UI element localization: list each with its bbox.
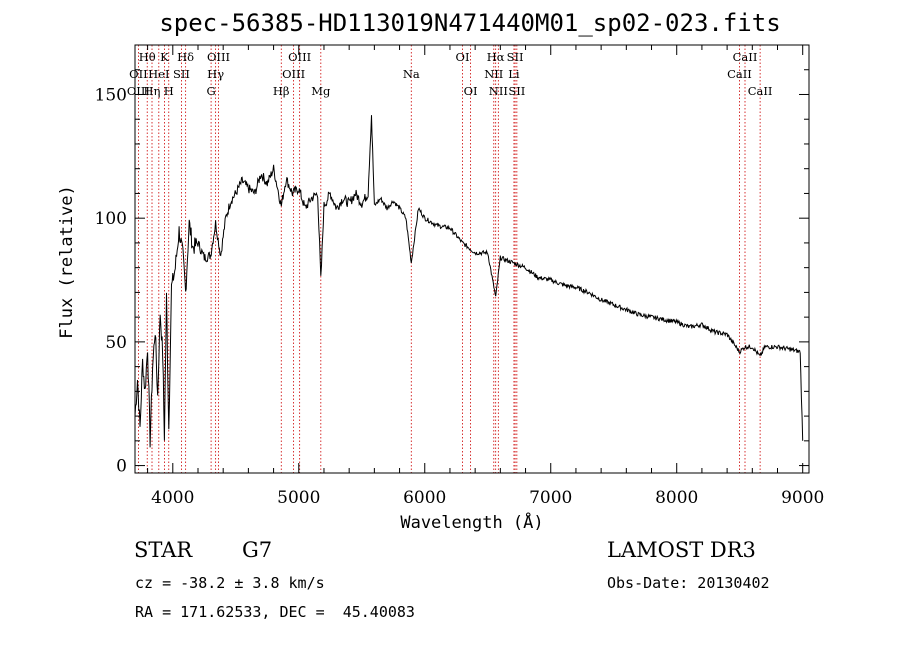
line-label: K <box>160 50 169 64</box>
line-label: H <box>164 84 174 98</box>
line-label: OI <box>464 84 478 98</box>
object-class: STAR <box>134 538 193 562</box>
line-label: CaII <box>733 50 758 64</box>
x-tick-label: 6000 <box>403 488 446 508</box>
y-axis-ticks: 0 50 100 150 <box>95 69 809 477</box>
y-tick-label: 50 <box>105 333 127 353</box>
line-label: CaII <box>727 67 752 81</box>
line-label: OIII <box>288 50 311 64</box>
x-tick-label: 4000 <box>151 488 194 508</box>
y-tick-label: 0 <box>116 457 127 477</box>
spectrum-line <box>134 115 804 448</box>
y-tick-label: 100 <box>95 209 127 229</box>
x-tick-label: 7000 <box>529 488 572 508</box>
y-tick-label: 150 <box>95 85 127 105</box>
x-tick-label: 8000 <box>655 488 698 508</box>
x-tick-label: 5000 <box>277 488 320 508</box>
line-label: Hη <box>144 84 161 98</box>
plot-frame <box>134 44 810 474</box>
line-label: OI <box>456 50 470 64</box>
line-label: NII <box>484 67 503 81</box>
line-label: Na <box>403 67 420 81</box>
line-label: G <box>206 84 215 98</box>
line-label: Hα <box>487 50 505 64</box>
coordinates: RA = 171.62533, DEC = 45.40083 <box>135 603 415 621</box>
line-label: OIII <box>207 50 230 64</box>
object-subclass: G7 <box>242 538 273 562</box>
line-label: Mg <box>311 84 331 98</box>
x-axis-ticks: 4000 5000 6000 7000 8000 9000 <box>147 45 824 508</box>
survey-name: LAMOST DR3 <box>607 538 756 562</box>
obs-date: Obs-Date: 20130402 <box>607 574 770 592</box>
line-label: HeI <box>148 67 169 81</box>
line-label: Hθ <box>139 50 156 64</box>
line-label: Hδ <box>177 50 194 64</box>
line-label: NII <box>489 84 508 98</box>
spectrum-series <box>134 115 804 448</box>
line-label: SII <box>173 67 190 81</box>
y-axis-label: Flux (relative) <box>57 185 77 339</box>
line-label: Hγ <box>207 67 224 81</box>
x-axis-label: Wavelength (Å) <box>400 511 543 533</box>
x-tick-label: 9000 <box>781 488 824 508</box>
line-label: SII <box>507 50 524 64</box>
chart-title: spec-56385-HD113019N471440M01_sp02-023.f… <box>159 9 780 37</box>
line-label: Li <box>508 67 520 81</box>
line-label: SII <box>508 84 525 98</box>
line-label: CaII <box>748 84 773 98</box>
line-label: OIII <box>282 67 305 81</box>
line-label: Hβ <box>273 84 290 98</box>
line-label: OII <box>129 67 148 81</box>
redshift-text: cz = -38.2 ± 3.8 km/s <box>135 574 325 592</box>
spectral-line-markers <box>138 45 761 473</box>
